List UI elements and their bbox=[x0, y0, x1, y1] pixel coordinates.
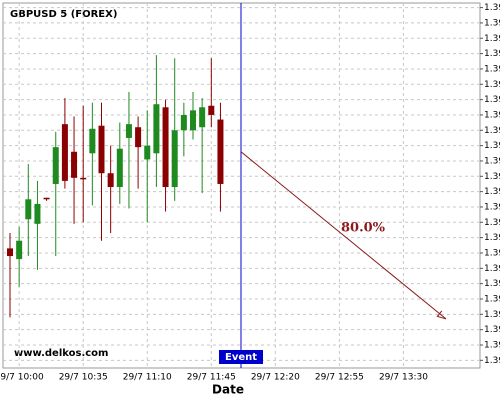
y-tick-label: 1.3967 bbox=[484, 3, 500, 13]
y-tick-label: 1.3958 bbox=[484, 141, 500, 151]
candle-body bbox=[190, 110, 196, 131]
y-tick-label: 1.3964 bbox=[484, 49, 500, 59]
forecast-arrow bbox=[240, 151, 447, 320]
y-tick-label: 1.3952 bbox=[484, 233, 500, 243]
candle-body bbox=[180, 114, 187, 131]
x-tick-label: 29/7 10:35 bbox=[59, 373, 108, 383]
candle-body bbox=[125, 124, 132, 138]
y-tick-label: 1.3948 bbox=[484, 294, 500, 304]
y-tick-label: 1.3965 bbox=[484, 34, 500, 44]
y-tick-label: 1.3955 bbox=[484, 187, 500, 197]
candle-body bbox=[98, 125, 105, 174]
candle-body bbox=[144, 145, 151, 160]
candle-body bbox=[43, 197, 50, 200]
watermark: www.delkos.com bbox=[14, 348, 108, 359]
x-axis-label: Date bbox=[212, 383, 244, 397]
event-box bbox=[219, 350, 263, 364]
y-tick-label: 1.3953 bbox=[484, 218, 500, 228]
y-tick-label: 1.3944 bbox=[484, 356, 500, 366]
x-tick-label: 29/7 12:20 bbox=[251, 373, 300, 383]
forecast-label: 80.0% bbox=[341, 221, 386, 236]
y-tick-label: 1.3961 bbox=[484, 95, 500, 105]
y-tick-label: 1.3966 bbox=[484, 18, 500, 28]
candle-body bbox=[116, 148, 123, 188]
y-tick-label: 1.3962 bbox=[484, 80, 500, 90]
candle-body bbox=[107, 173, 114, 188]
y-tick-label: 1.3957 bbox=[484, 156, 500, 166]
candle-body bbox=[162, 107, 169, 188]
x-tick-label: 29/7 11:45 bbox=[187, 373, 236, 383]
candle-body bbox=[89, 128, 96, 154]
candle-body bbox=[7, 248, 13, 257]
candle-body bbox=[199, 107, 206, 128]
y-tick-label: 1.3946 bbox=[484, 325, 500, 335]
candle-body bbox=[71, 151, 78, 178]
candle-body bbox=[135, 127, 142, 148]
y-tick-label: 1.3951 bbox=[484, 248, 500, 258]
candle-body bbox=[25, 199, 32, 220]
event-label: Event bbox=[225, 352, 257, 363]
y-tick-label: 1.395 bbox=[484, 264, 500, 274]
candle-body bbox=[153, 104, 160, 154]
y-tick-label: 1.3954 bbox=[484, 202, 500, 212]
candle-body bbox=[52, 147, 59, 184]
y-tick-label: 1.3959 bbox=[484, 126, 500, 136]
y-tick-label: 1.3956 bbox=[484, 172, 500, 182]
y-tick-label: 1.3945 bbox=[484, 340, 500, 350]
candle-body bbox=[208, 105, 215, 115]
y-tick-label: 1.3947 bbox=[484, 310, 500, 320]
x-tick-label: 29/7 12:55 bbox=[315, 373, 364, 383]
x-tick-label: 29/7 13:30 bbox=[379, 373, 428, 383]
candle-body bbox=[16, 240, 23, 260]
y-tick-label: 1.3949 bbox=[484, 279, 500, 289]
candle-body bbox=[217, 119, 224, 184]
y-tick-label: 1.396 bbox=[484, 110, 500, 120]
forecast-arrowhead bbox=[436, 310, 447, 320]
y-tick-label: 1.3963 bbox=[484, 64, 500, 74]
chart-title: GBPUSD 5 (FOREX) bbox=[10, 9, 117, 20]
candle-body bbox=[80, 177, 87, 180]
candle-body bbox=[171, 130, 178, 188]
candle-body bbox=[34, 203, 41, 224]
x-tick-label: 29/7 10:00 bbox=[0, 373, 44, 383]
candle-body bbox=[61, 124, 68, 181]
x-tick-label: 29/7 11:10 bbox=[123, 373, 172, 383]
